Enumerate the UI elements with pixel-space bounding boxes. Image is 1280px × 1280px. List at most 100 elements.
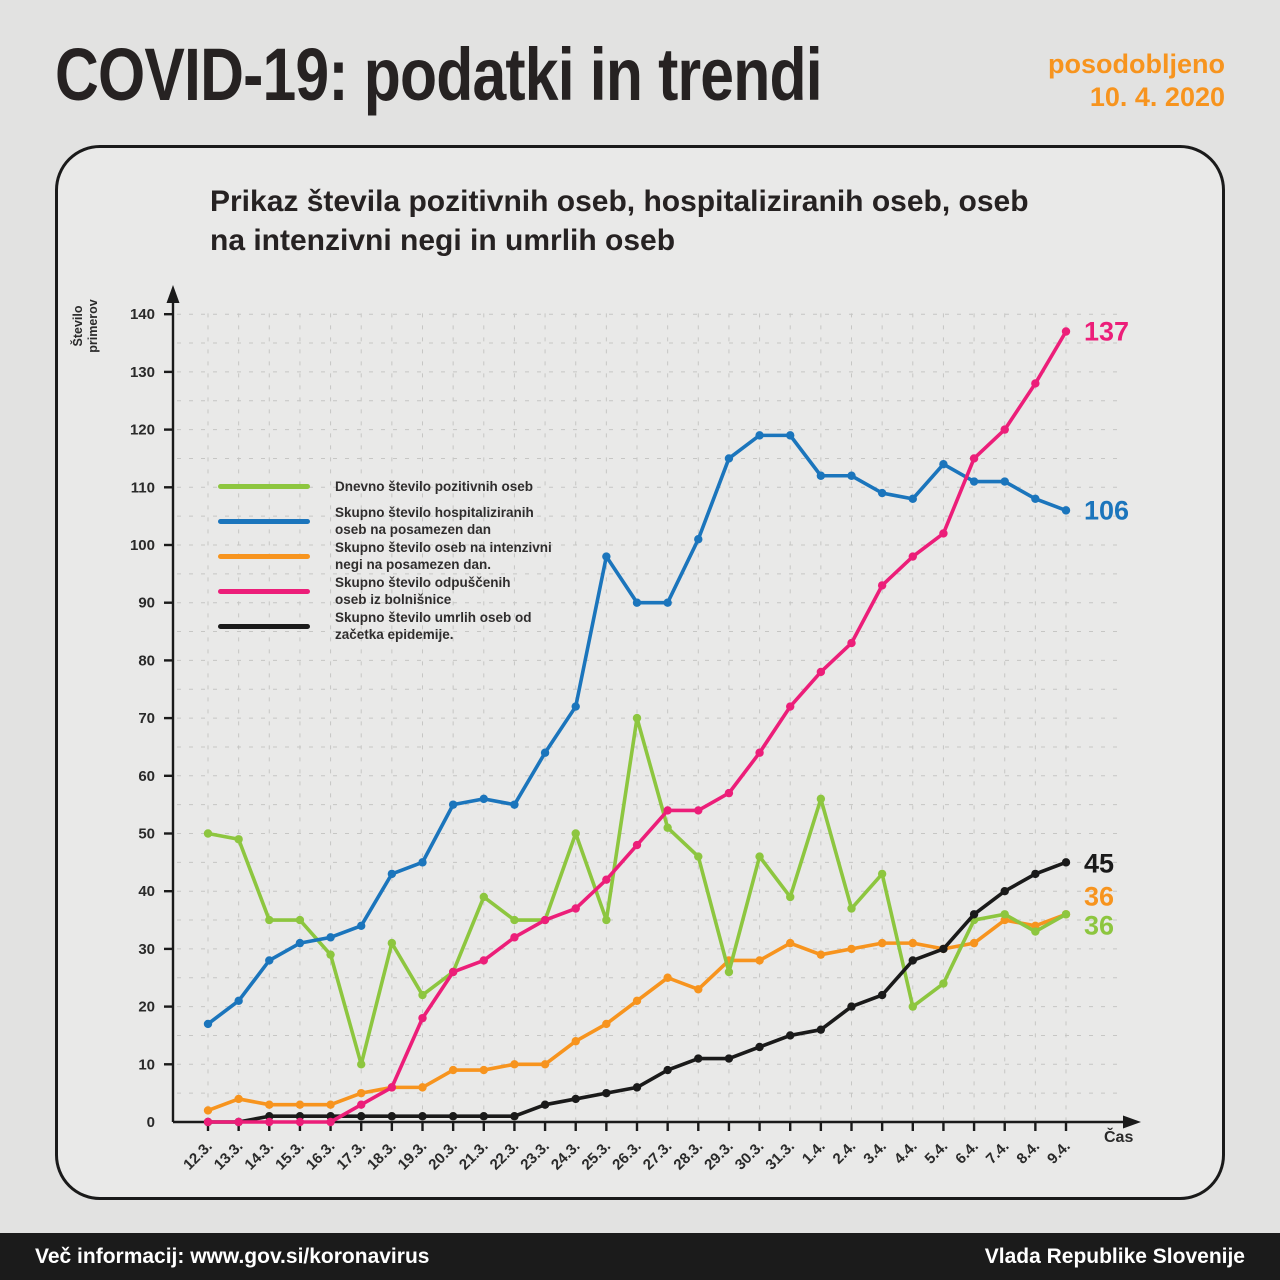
data-point xyxy=(755,956,764,965)
data-point xyxy=(816,667,826,677)
series-end-value: 36 xyxy=(1084,910,1114,940)
data-point xyxy=(847,944,856,954)
data-point xyxy=(203,829,213,838)
data-point xyxy=(326,1112,335,1121)
data-point xyxy=(847,638,856,648)
footer-government-text: Vlada Republike Slovenije xyxy=(984,1244,1245,1268)
y-tick-label: 90 xyxy=(138,595,155,612)
x-tick-label: 23.3. xyxy=(517,1138,553,1174)
data-point xyxy=(479,1065,488,1075)
x-tick-label: 30.3. xyxy=(732,1138,768,1174)
legend-swatch xyxy=(218,553,310,559)
data-point xyxy=(357,921,366,931)
y-tick-label: 120 xyxy=(130,422,155,439)
data-point xyxy=(663,806,672,815)
data-point xyxy=(571,829,580,838)
x-tick-label: 15.3. xyxy=(272,1138,308,1174)
data-point xyxy=(724,788,734,798)
gridlines xyxy=(177,313,1123,1120)
data-point xyxy=(1061,910,1071,919)
x-tick-label: 14.3. xyxy=(241,1138,277,1174)
data-point xyxy=(1000,425,1009,434)
series-end-value: 36 xyxy=(1084,881,1114,911)
data-point xyxy=(448,1065,458,1075)
data-point xyxy=(1061,327,1071,336)
x-tick-label: 22.3. xyxy=(487,1138,523,1174)
x-tick-label: 7.4. xyxy=(983,1138,1013,1168)
data-point xyxy=(724,967,734,977)
x-tick-label: 3.4. xyxy=(860,1138,890,1168)
data-point xyxy=(387,1112,397,1121)
data-point xyxy=(295,938,305,948)
x-tick-label: 29.3. xyxy=(701,1138,737,1174)
data-point xyxy=(387,1083,397,1092)
data-point xyxy=(265,956,274,965)
legend-label: Dnevno število pozitivnih oseb xyxy=(335,479,534,494)
data-point xyxy=(326,1117,335,1127)
legend-label: Skupno število oseb na intenzivni negi n… xyxy=(335,540,552,572)
data-point xyxy=(847,904,856,913)
data-point xyxy=(448,1112,458,1121)
x-tick-label: 16.3. xyxy=(303,1138,339,1174)
updated-date-value: 10. 4. 2020 xyxy=(1089,82,1225,112)
data-point xyxy=(326,1100,335,1109)
y-axis-tick-labels: 0 10 20 30 40 50 60 70 80 90 100 110 120 130 140 xyxy=(130,306,155,1131)
data-point xyxy=(1061,858,1071,867)
data-point xyxy=(357,1112,366,1121)
data-point xyxy=(877,488,887,498)
x-tick-label: 18.3. xyxy=(364,1138,400,1174)
data-point xyxy=(694,1054,703,1063)
y-tick-label: 80 xyxy=(138,652,155,669)
data-point xyxy=(816,1025,826,1034)
data-point xyxy=(203,1019,213,1029)
data-point xyxy=(816,794,826,804)
data-point xyxy=(755,431,764,440)
y-tick-label: 0 xyxy=(147,1114,155,1131)
data-point xyxy=(632,840,642,850)
data-point xyxy=(816,950,826,959)
data-point xyxy=(786,702,795,711)
data-point xyxy=(877,938,887,948)
data-point xyxy=(939,944,948,954)
data-point xyxy=(448,967,458,977)
x-axis-label: Čas xyxy=(1104,1127,1133,1146)
data-point xyxy=(510,915,519,925)
data-point xyxy=(479,892,488,902)
y-tick-label: 130 xyxy=(130,364,155,381)
data-point xyxy=(510,933,519,942)
chart-panel: Prikaz števila pozitivnih oseb, hospital… xyxy=(55,145,1225,1200)
data-point xyxy=(602,1019,611,1029)
data-point xyxy=(1000,910,1009,919)
data-point xyxy=(602,875,611,884)
x-tick-label: 5.4. xyxy=(922,1138,952,1168)
data-point xyxy=(234,1117,243,1127)
data-point xyxy=(510,1112,519,1121)
data-point xyxy=(847,1002,856,1011)
series-end-value: 45 xyxy=(1084,848,1114,878)
data-point xyxy=(265,1100,274,1109)
data-point xyxy=(908,938,917,948)
data-point xyxy=(969,910,979,919)
data-point xyxy=(694,806,703,815)
data-point xyxy=(479,1112,488,1121)
data-point xyxy=(295,915,305,925)
data-point xyxy=(632,598,642,607)
data-point xyxy=(1000,915,1009,925)
series-5-group xyxy=(203,858,1071,1127)
data-point xyxy=(816,471,826,480)
x-tick-label: 19.3. xyxy=(395,1138,431,1174)
data-point xyxy=(877,990,887,1000)
data-point xyxy=(908,956,917,965)
data-point xyxy=(418,858,427,867)
data-point xyxy=(632,1083,642,1092)
x-tick-label: 13.3. xyxy=(211,1138,247,1174)
footer-bar: Več informacij: www.gov.si/koronavirus V… xyxy=(0,1233,1280,1280)
x-tick-label: 9.4. xyxy=(1044,1138,1074,1168)
y-tick-label: 30 xyxy=(138,941,155,958)
data-point xyxy=(540,748,550,757)
data-point xyxy=(847,471,856,480)
data-point xyxy=(479,794,488,804)
data-point xyxy=(694,985,703,994)
x-tick-label: 25.3. xyxy=(579,1138,615,1174)
